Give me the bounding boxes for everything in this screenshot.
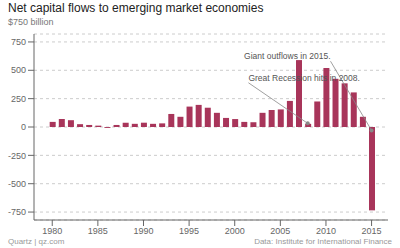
html-text:Data: Institute for Internatio: Data: Institute for International Financ… [254, 237, 392, 246]
svg-text:1990: 1990 [133, 226, 153, 236]
svg-text:2000: 2000 [225, 226, 245, 236]
html-text:Quartz | qz.com: Quartz | qz.com [8, 237, 65, 246]
svg-text:750: 750 [11, 37, 26, 47]
svg-text:500: 500 [11, 65, 26, 75]
svg-text:1980: 1980 [42, 226, 62, 236]
svg-text:-500: -500 [8, 179, 26, 189]
svg-text:-750: -750 [8, 207, 26, 217]
svg-text:Giant outflows in 2015.: Giant outflows in 2015. [244, 51, 330, 61]
svg-text:2015: 2015 [362, 226, 382, 236]
svg-text:2005: 2005 [270, 226, 290, 236]
html-text:$750 billion: $750 billion [8, 17, 54, 27]
svg-text:-250: -250 [8, 151, 26, 161]
svg-text:0: 0 [21, 122, 26, 132]
svg-text:Great Recession hits in 2008.: Great Recession hits in 2008. [248, 73, 360, 83]
svg-text:2010: 2010 [316, 226, 336, 236]
svg-text:250: 250 [11, 94, 26, 104]
html-text:Net capital flows to emerging: Net capital flows to emerging market eco… [8, 1, 264, 15]
svg-text:1985: 1985 [88, 226, 108, 236]
svg-text:1995: 1995 [179, 226, 199, 236]
